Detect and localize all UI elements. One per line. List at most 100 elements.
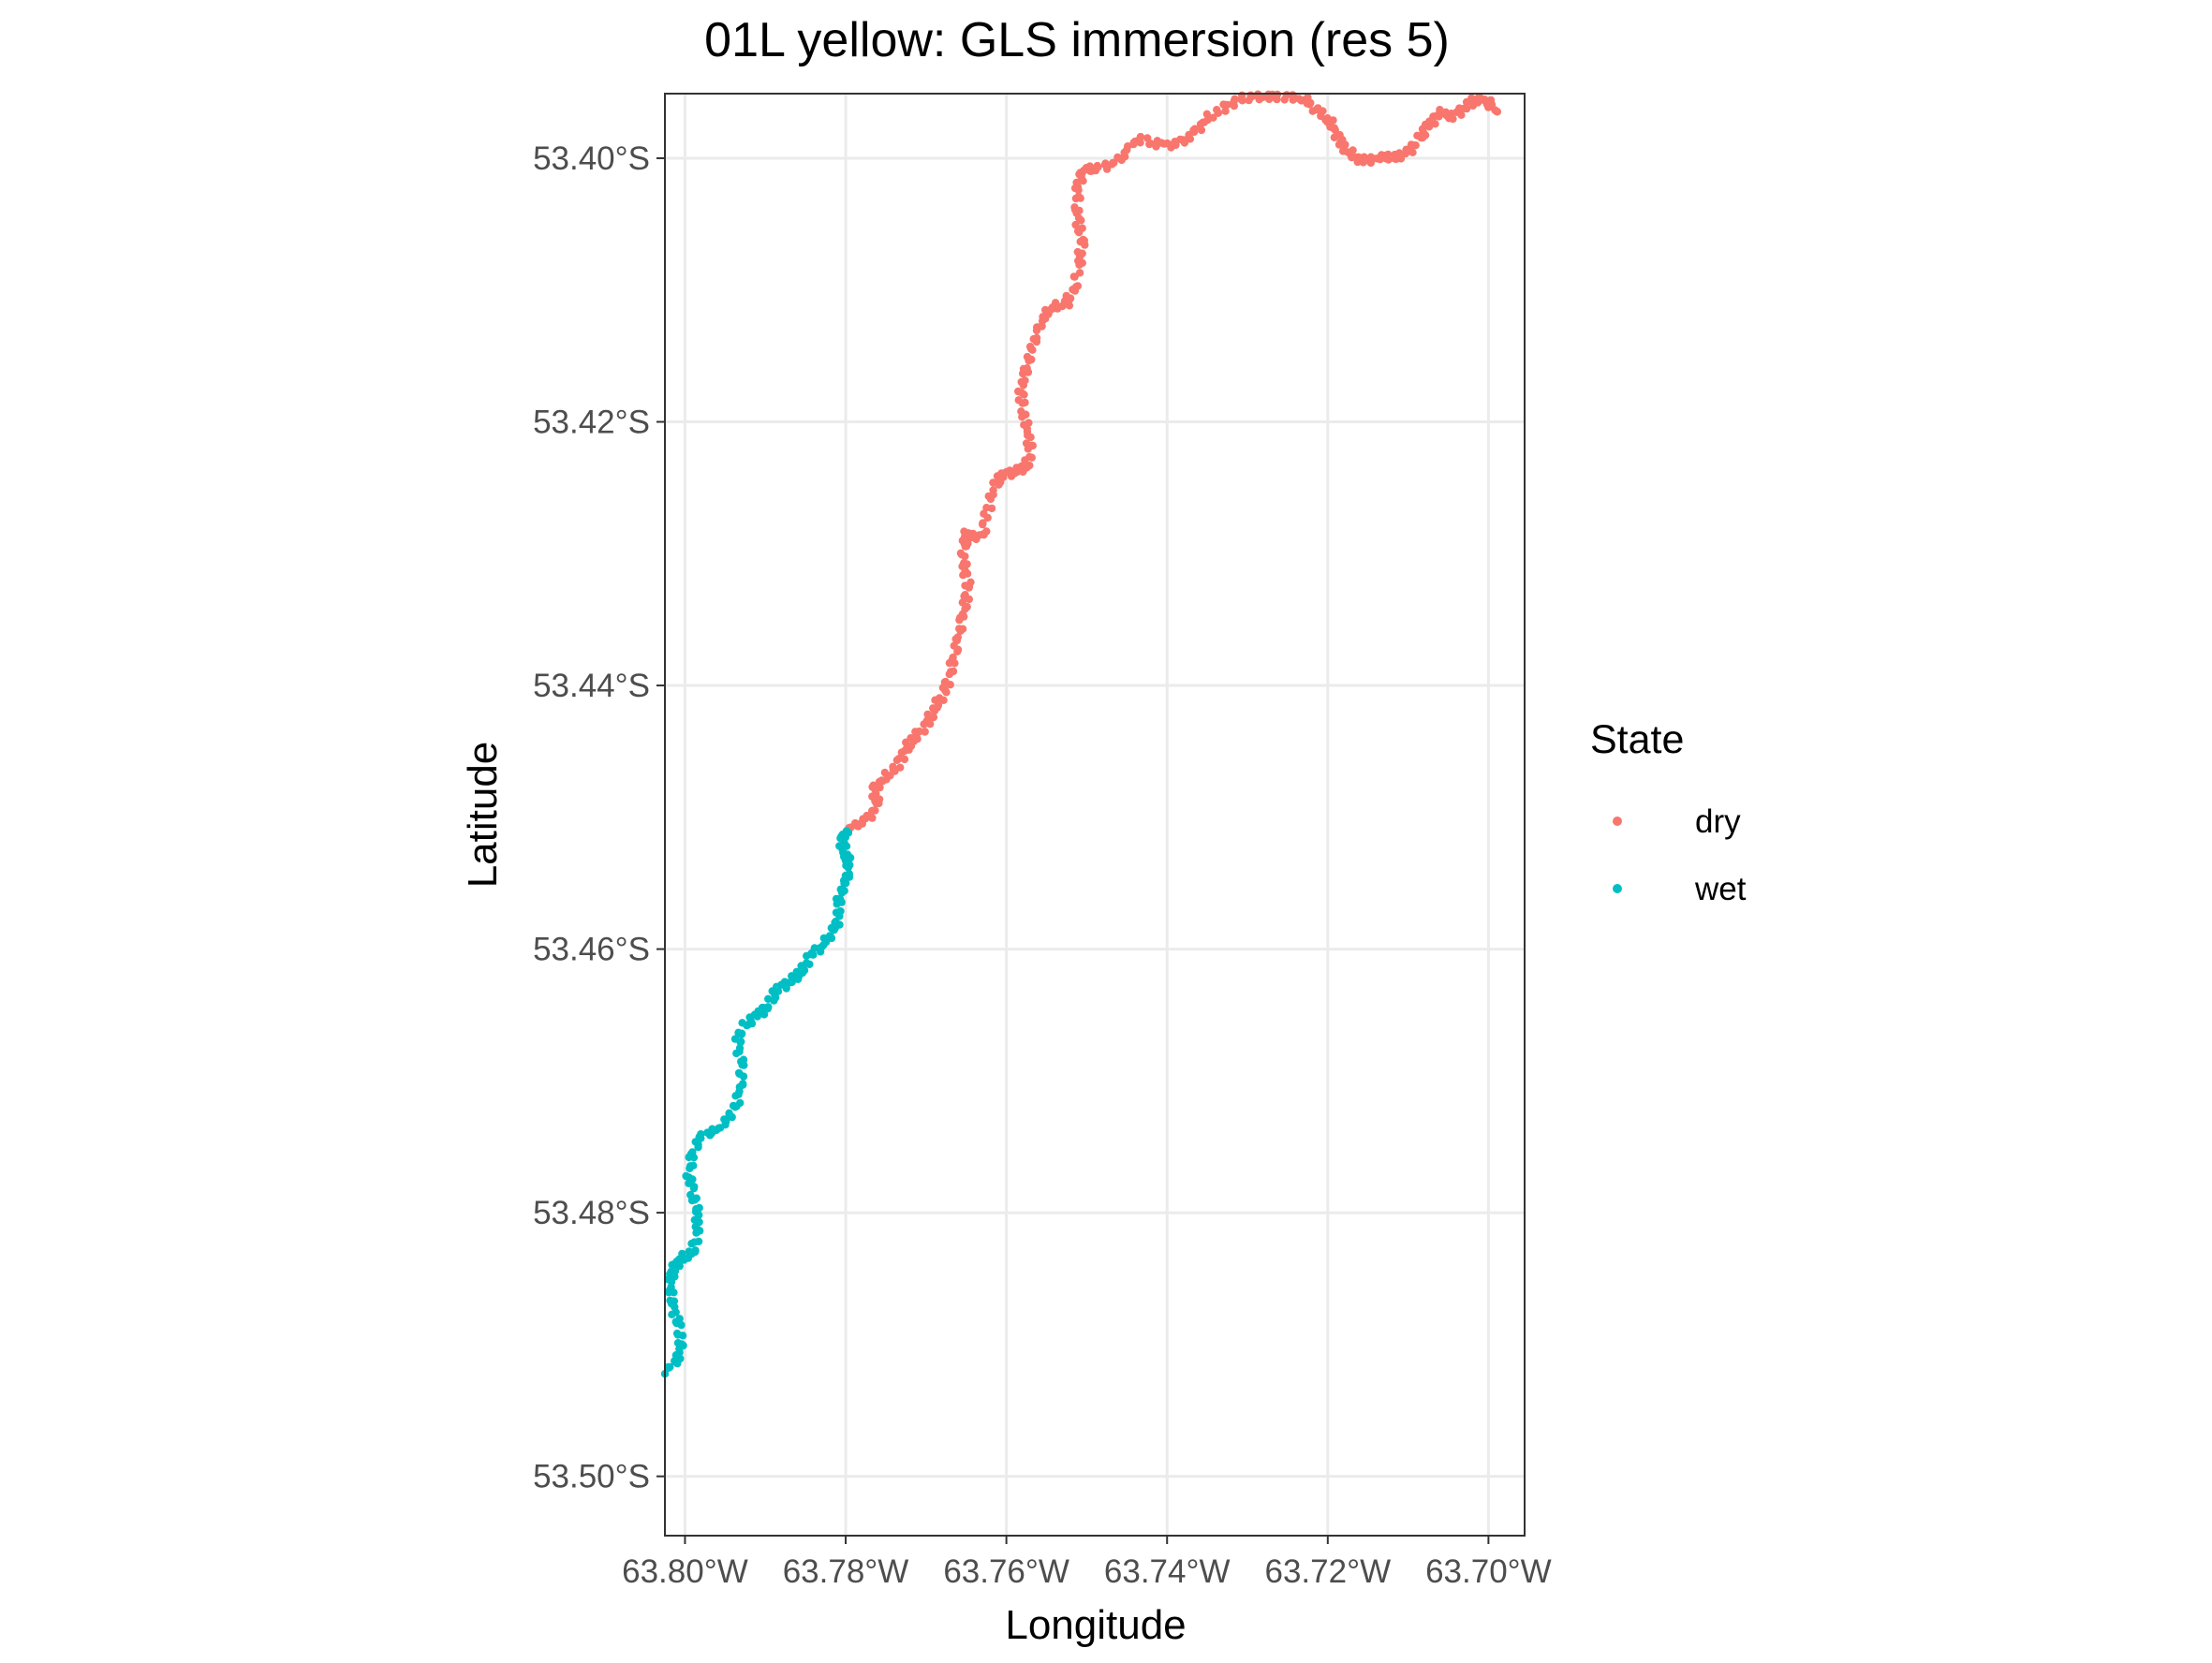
y-tick-label: 53.50°S xyxy=(533,1459,650,1495)
data-point-dry xyxy=(875,795,884,803)
data-point-dry xyxy=(1306,98,1315,108)
data-point-dry xyxy=(1014,387,1023,396)
series-dry xyxy=(841,90,1502,838)
data-point-dry xyxy=(1079,235,1087,244)
data-point-dry xyxy=(1108,160,1116,169)
data-point-wet xyxy=(841,871,850,880)
data-point-dry xyxy=(922,716,932,725)
data-point-dry xyxy=(1214,109,1222,117)
data-point-dry xyxy=(960,592,968,600)
data-point-wet xyxy=(840,839,849,848)
data-point-wet xyxy=(668,1310,676,1319)
data-point-dry xyxy=(957,551,966,559)
data-point-dry xyxy=(1297,96,1305,105)
axis-ticks: 63.80°W 63.78°W 63.76°W 63.74°W 63.72°W 63.70… xyxy=(533,140,1552,1590)
data-point-dry xyxy=(1075,269,1084,277)
data-point-wet xyxy=(691,1247,700,1257)
data-point-dry xyxy=(1046,305,1054,315)
x-tick-label: 63.80°W xyxy=(622,1553,748,1590)
data-point-wet xyxy=(664,1363,672,1373)
legend-key-wet xyxy=(1613,884,1622,893)
data-point-dry xyxy=(1353,157,1362,167)
data-point-dry xyxy=(1221,107,1230,115)
data-point-dry xyxy=(941,677,950,686)
data-point-wet xyxy=(739,1055,748,1064)
data-point-wet xyxy=(736,1098,745,1108)
data-point-wet xyxy=(738,1029,746,1038)
data-point-dry xyxy=(987,504,996,513)
data-point-wet xyxy=(839,848,848,857)
data-point-dry xyxy=(961,605,969,613)
data-point-dry xyxy=(1473,95,1482,103)
data-point-dry xyxy=(1077,216,1085,225)
data-point-dry xyxy=(1023,364,1031,373)
data-point-dry xyxy=(1022,439,1031,448)
data-point-dry xyxy=(868,814,877,822)
data-point-wet xyxy=(737,1038,745,1046)
data-point-dry xyxy=(1070,203,1079,212)
data-points-layer xyxy=(660,90,1502,1378)
data-point-wet xyxy=(672,1329,682,1338)
data-point-dry xyxy=(1230,97,1238,107)
data-point-dry xyxy=(1384,155,1393,164)
data-point-wet xyxy=(746,1017,755,1025)
x-axis-title: Longitude xyxy=(1005,1602,1186,1648)
x-tick-label: 63.78°W xyxy=(783,1553,909,1590)
data-point-wet xyxy=(844,829,853,837)
data-point-dry xyxy=(869,781,877,789)
chart-title: 01L yellow: GLS immersion (res 5) xyxy=(704,13,1450,67)
data-point-wet xyxy=(678,1249,686,1258)
data-point-dry xyxy=(869,806,877,815)
data-point-dry xyxy=(889,765,897,774)
legend-label-wet: wet xyxy=(1694,871,1747,907)
data-point-wet xyxy=(825,932,834,940)
data-point-wet xyxy=(675,1315,684,1323)
data-point-dry xyxy=(1190,125,1200,133)
data-point-wet xyxy=(840,879,848,888)
data-point-wet xyxy=(695,1217,703,1227)
y-tick-label: 53.40°S xyxy=(533,140,650,177)
data-point-wet xyxy=(836,885,845,893)
data-point-dry xyxy=(1317,108,1325,117)
data-point-wet xyxy=(739,1080,747,1088)
x-tick-label: 63.74°W xyxy=(1104,1553,1231,1590)
data-point-dry xyxy=(1408,148,1417,156)
data-point-dry xyxy=(1160,140,1169,148)
data-point-dry xyxy=(966,578,975,586)
data-point-dry xyxy=(1027,453,1037,462)
data-point-dry xyxy=(982,527,991,536)
data-point-wet xyxy=(697,1134,705,1142)
data-point-dry xyxy=(876,783,884,792)
data-point-dry xyxy=(1209,113,1217,122)
data-point-dry xyxy=(1078,249,1086,258)
data-point-wet xyxy=(805,960,814,969)
data-point-dry xyxy=(915,727,923,736)
data-point-dry xyxy=(1078,169,1086,178)
data-point-wet xyxy=(682,1171,690,1181)
data-point-dry xyxy=(1202,110,1212,119)
data-point-wet xyxy=(694,1237,703,1246)
x-tick-label: 63.72°W xyxy=(1264,1553,1391,1590)
data-point-wet xyxy=(689,1184,699,1193)
data-point-wet xyxy=(692,1205,700,1214)
data-point-dry xyxy=(954,625,964,633)
data-point-dry xyxy=(953,647,962,655)
legend-label-dry: dry xyxy=(1695,803,1741,840)
data-point-dry xyxy=(923,710,932,719)
data-point-dry xyxy=(1197,125,1206,135)
data-point-wet xyxy=(725,1111,733,1120)
data-point-wet xyxy=(759,1010,769,1019)
data-point-wet xyxy=(688,1148,697,1156)
data-point-dry xyxy=(1419,128,1428,137)
data-point-dry xyxy=(913,735,922,743)
data-point-dry xyxy=(1481,96,1489,104)
data-point-dry xyxy=(949,653,957,662)
data-point-wet xyxy=(785,979,794,987)
x-tick-label: 63.76°W xyxy=(943,1553,1069,1590)
data-point-dry xyxy=(946,668,955,676)
data-point-dry xyxy=(1079,177,1087,185)
x-tick-label: 63.70°W xyxy=(1425,1553,1552,1590)
data-point-wet xyxy=(685,1247,693,1256)
